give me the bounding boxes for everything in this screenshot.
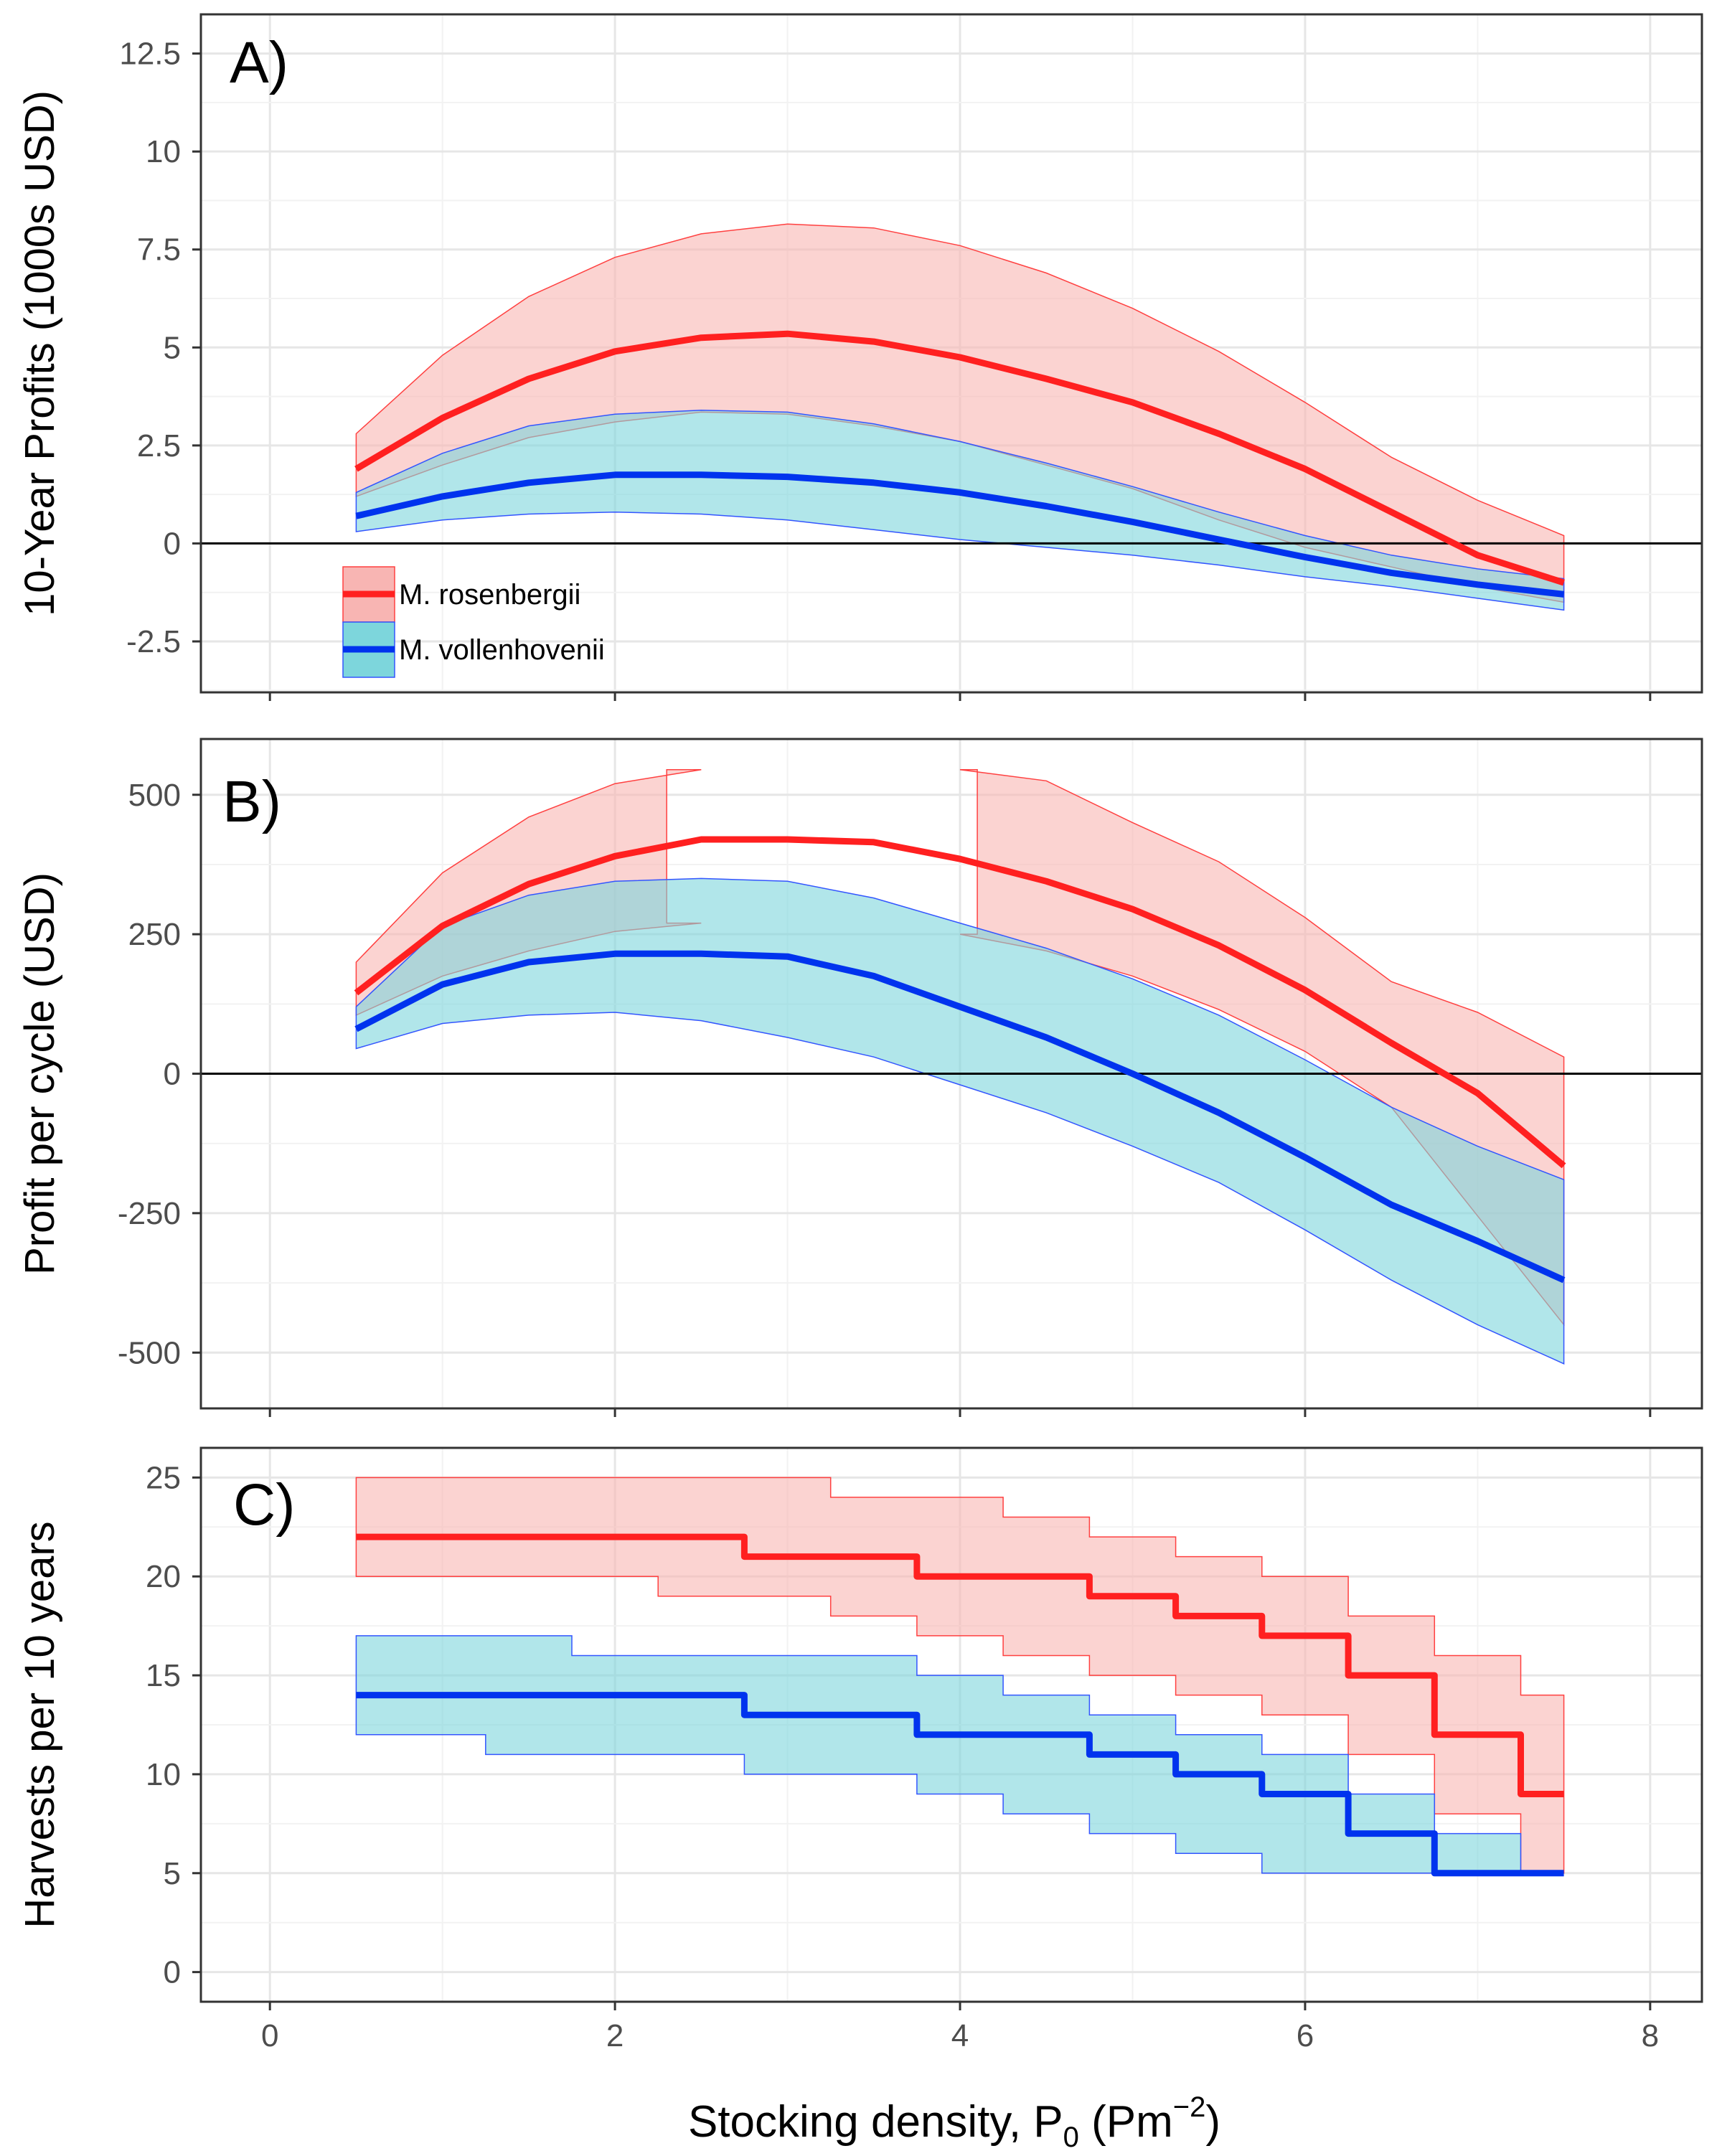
panel-border	[199, 13, 1703, 694]
legend-label-vollenhovenii: M. vollenhovenii	[399, 634, 605, 666]
x-axis-title: Stocking density, P0 (Pm−2)	[688, 2091, 1220, 2152]
y-tick-label: 10	[146, 134, 181, 169]
y-tick-label: -500	[118, 1335, 181, 1370]
y-tick-label: 25	[146, 1460, 181, 1495]
legend-label-rosenbergii: M. rosenbergii	[399, 579, 580, 611]
x-tick-label: 0	[261, 2018, 278, 2053]
y-tick-label: 0	[164, 1057, 181, 1092]
plot-area	[355, 1477, 1565, 1877]
line-rosenbergii	[356, 1533, 1564, 1797]
y-tick-label: 12.5	[119, 37, 181, 72]
x-tick-label: 8	[1642, 2018, 1659, 2053]
plot-area	[201, 769, 1702, 1365]
panel-b: 500 250 0 -250 -500 Profit per cycle (USD) B)	[17, 738, 1703, 1417]
x-tick-label: 2	[606, 2018, 624, 2053]
y-tick-label: 0	[164, 1955, 181, 1990]
y-tick-label: 500	[128, 778, 181, 813]
y-tick-label: 2.5	[137, 428, 181, 463]
x-axis-title-end: )	[1205, 2097, 1220, 2147]
panel-border	[199, 1446, 1703, 2003]
panel-tag: C)	[233, 1472, 296, 1538]
y-tick-label: 20	[146, 1559, 181, 1594]
line-rosenbergii	[354, 836, 1566, 1169]
panel-tag: A)	[230, 30, 288, 95]
x-tick-label: 6	[1297, 2018, 1314, 2053]
line-rosenbergii	[354, 330, 1565, 586]
x-axis-title-prefix: Stocking density, P	[688, 2097, 1063, 2147]
y-tick-label: -250	[118, 1196, 181, 1231]
y-tick-label: 5	[164, 1856, 181, 1891]
x-tick-label: 4	[951, 2018, 969, 2053]
y-tick-label: 15	[146, 1658, 181, 1693]
panel-a: 12.5 10 7.5 5 2.5 0 -2.5 10-Year Profits (1000s…	[17, 13, 1703, 701]
y-tick-label: -2.5	[126, 624, 181, 659]
panels: 12.5 10 7.5 5 2.5 0 -2.5 10-Year Profits (1000s…	[17, 13, 1703, 2053]
legend: M. rosenbergii M. vollenhovenii	[342, 566, 605, 678]
y-tick-label: 0	[164, 526, 181, 561]
line-vollenhovenii	[354, 950, 1566, 1284]
y-axis-title: Harvests per 10 years	[17, 1521, 63, 1928]
line-vollenhovenii	[355, 471, 1565, 598]
plot-area	[201, 223, 1702, 611]
band-vollenhovenii	[355, 877, 1565, 1365]
y-tick-label: 5	[164, 330, 181, 365]
y-tick-label: 7.5	[137, 232, 181, 268]
band-vollenhovenii	[355, 409, 1565, 611]
x-axis-title-sub: 0	[1063, 2122, 1079, 2152]
x-axis-title-mid: (Pm	[1079, 2097, 1173, 2147]
y-tick-label: 10	[146, 1757, 181, 1792]
y-axis-title: Profit per cycle (USD)	[17, 872, 63, 1275]
panel-tag: B)	[222, 769, 281, 834]
panel-c: 25 20 15 10 5 0 0 2 4 6 8 Harvests per 10 years C)	[17, 1446, 1703, 2053]
y-tick-label: 250	[128, 917, 181, 952]
y-axis-title: 10-Year Profits (1000s USD)	[17, 90, 63, 616]
x-axis-title-sup: −2	[1173, 2091, 1206, 2123]
line-vollenhovenii	[356, 1692, 1564, 1877]
